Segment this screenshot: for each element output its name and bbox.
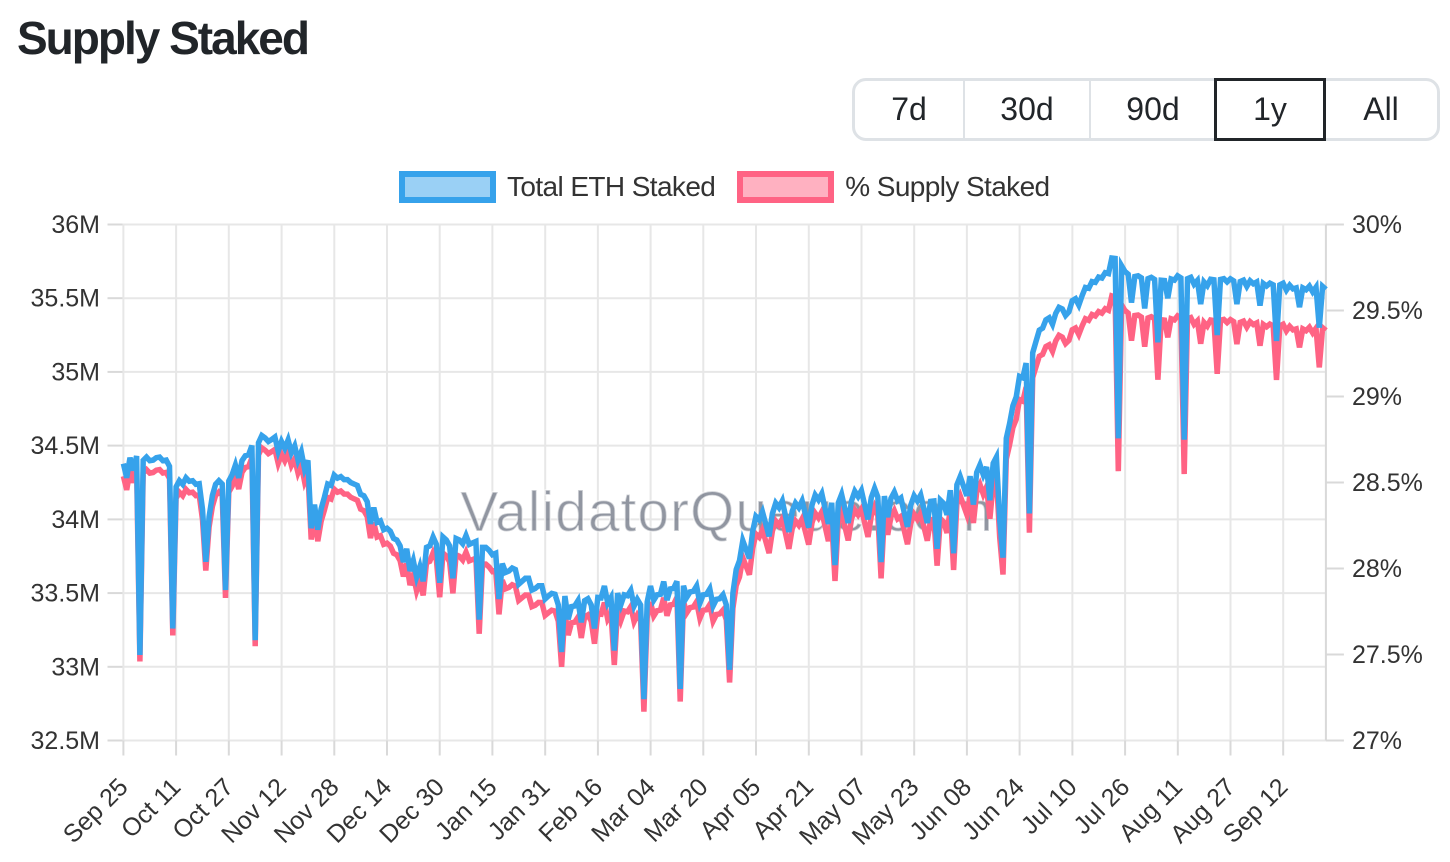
svg-text:33M: 33M (51, 653, 100, 681)
svg-text:29%: 29% (1352, 383, 1402, 411)
svg-text:35M: 35M (51, 358, 100, 386)
svg-text:30%: 30% (1352, 211, 1402, 239)
svg-text:33.5M: 33.5M (31, 580, 100, 608)
svg-text:29.5%: 29.5% (1352, 297, 1423, 325)
svg-text:32.5M: 32.5M (31, 727, 100, 755)
svg-text:35.5M: 35.5M (31, 285, 100, 313)
svg-text:27.5%: 27.5% (1352, 641, 1423, 669)
svg-text:36M: 36M (51, 211, 100, 239)
svg-text:28.5%: 28.5% (1352, 469, 1423, 497)
svg-text:34M: 34M (51, 506, 100, 534)
svg-text:Jul 10: Jul 10 (1016, 773, 1083, 840)
svg-text:28%: 28% (1352, 555, 1402, 583)
svg-text:27%: 27% (1352, 727, 1402, 755)
svg-text:34.5M: 34.5M (31, 432, 100, 460)
svg-text:Sep 25: Sep 25 (58, 773, 134, 849)
